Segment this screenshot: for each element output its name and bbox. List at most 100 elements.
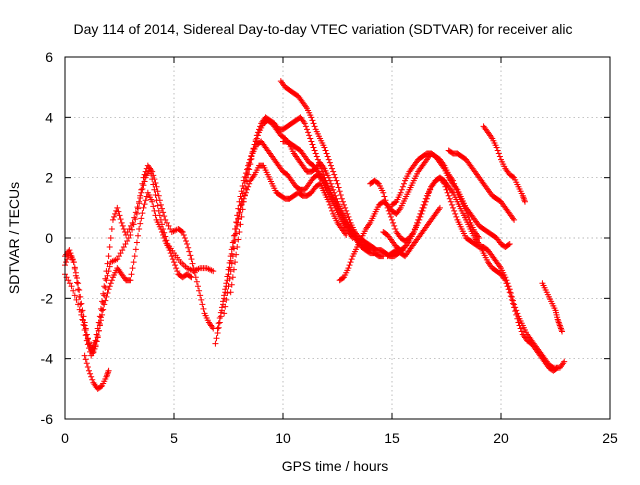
data-point <box>326 159 333 166</box>
data-point <box>120 225 127 232</box>
data-point <box>95 327 102 334</box>
data-point <box>235 216 242 223</box>
data-point <box>218 304 225 311</box>
data-point <box>103 277 110 284</box>
data-point <box>199 301 206 308</box>
data-point <box>336 188 343 195</box>
data-point <box>179 228 186 235</box>
data-point <box>136 225 143 232</box>
data-point <box>502 274 509 281</box>
data-point <box>126 225 133 232</box>
data-point <box>185 244 192 251</box>
data-point <box>237 221 244 228</box>
data-point <box>149 168 156 175</box>
data-point <box>238 201 245 208</box>
data-point <box>327 162 334 169</box>
data-point <box>421 198 428 205</box>
data-point <box>345 265 352 272</box>
data-point <box>234 212 241 219</box>
data-point <box>197 292 204 299</box>
data-point <box>329 183 336 190</box>
data-point <box>221 292 228 299</box>
data-point <box>105 253 112 260</box>
data-point <box>254 129 261 136</box>
data-point <box>154 202 161 209</box>
data-point <box>236 228 243 235</box>
data-point <box>66 280 73 287</box>
y-tick-label: 0 <box>45 230 53 246</box>
data-point <box>232 238 239 245</box>
data-point <box>506 241 513 248</box>
data-point <box>162 216 169 223</box>
data-point <box>329 165 336 172</box>
data-point <box>196 287 203 294</box>
data-point <box>418 207 425 214</box>
data-point <box>106 244 113 251</box>
data-point <box>70 259 77 266</box>
data-point <box>116 212 123 219</box>
y-tick-label: -6 <box>41 411 54 427</box>
data-point <box>223 296 230 303</box>
data-point <box>129 226 136 233</box>
data-point <box>82 356 89 363</box>
data-point <box>129 219 136 226</box>
data-point <box>420 201 427 208</box>
data-point <box>172 262 179 269</box>
data-point <box>325 198 332 205</box>
data-point <box>138 186 145 193</box>
data-point <box>167 225 174 232</box>
series-track-4 <box>81 352 112 392</box>
data-point <box>63 259 70 266</box>
data-point <box>82 332 89 339</box>
data-point <box>217 309 224 316</box>
data-point <box>152 179 159 186</box>
data-point <box>152 192 159 199</box>
series-track-10 <box>277 78 406 260</box>
data-point <box>257 123 264 130</box>
data-point <box>127 277 134 284</box>
y-axis-label: SDTVAR / TECUs <box>6 182 22 294</box>
series-track-16 <box>445 147 518 223</box>
data-point <box>154 188 161 195</box>
data-point <box>101 283 108 290</box>
data-point <box>303 126 310 133</box>
data-point <box>230 245 237 252</box>
data-point <box>312 150 319 157</box>
series-track-17 <box>480 123 528 205</box>
data-point <box>134 204 141 211</box>
data-point <box>315 159 322 166</box>
data-point <box>222 286 229 293</box>
data-point <box>506 286 513 293</box>
data-point <box>411 225 418 232</box>
data-point <box>166 247 173 254</box>
data-point <box>222 303 229 310</box>
data-point <box>308 114 315 121</box>
data-point <box>441 180 448 187</box>
data-point <box>397 189 404 196</box>
data-point <box>119 247 126 254</box>
data-point <box>140 204 147 211</box>
data-point <box>173 265 180 272</box>
data-point <box>132 216 139 223</box>
data-point <box>136 198 143 205</box>
data-point <box>549 363 556 370</box>
series-track-3 <box>62 189 195 359</box>
series-track-14 <box>384 204 443 260</box>
data-point <box>165 222 172 229</box>
data-point <box>215 320 222 327</box>
data-point <box>348 256 355 263</box>
data-point <box>124 238 131 245</box>
data-point <box>228 281 235 288</box>
data-point <box>83 331 90 338</box>
data-point <box>194 283 201 290</box>
data-point <box>494 147 501 154</box>
data-point <box>511 301 518 308</box>
data-point <box>249 150 256 157</box>
data-point <box>137 220 144 227</box>
data-point <box>329 207 336 214</box>
data-point <box>511 216 518 223</box>
data-point <box>220 298 227 305</box>
data-point <box>244 186 251 193</box>
data-point <box>242 174 249 181</box>
